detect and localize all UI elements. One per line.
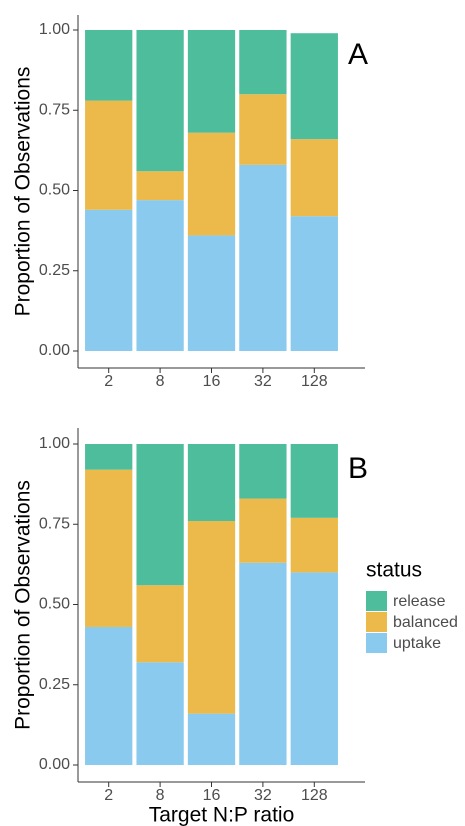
bar-segment (187, 713, 236, 765)
bar-segment (290, 139, 338, 217)
bar-segment (85, 469, 133, 627)
y-tick-label: 0.25 (39, 676, 70, 693)
x-tick-label: 128 (301, 373, 328, 390)
legend-title: status (366, 559, 422, 582)
bar-segment (239, 94, 287, 165)
bar-segment (85, 30, 133, 101)
bar-segment (290, 33, 338, 140)
bar-segment (239, 562, 287, 765)
bar-segment (239, 498, 287, 563)
bar-segment (239, 444, 287, 499)
bar-segment (187, 235, 236, 351)
x-tick-label: 32 (254, 373, 272, 390)
x-tick-label: 32 (254, 787, 272, 804)
bar-segment (290, 517, 338, 573)
bar-segment (136, 444, 184, 586)
bar-segment (85, 444, 133, 470)
bar-segment (136, 200, 184, 351)
y-tick-label: 0.00 (39, 342, 70, 359)
bar-segment (290, 572, 338, 765)
legend-label: release (393, 593, 446, 610)
panel-label: A (348, 38, 368, 71)
y-tick-label: 0.25 (39, 262, 70, 279)
bar-segment (239, 30, 287, 95)
legend-swatch (366, 633, 387, 653)
bar-segment (290, 444, 338, 518)
x-tick-label: 8 (156, 787, 165, 804)
bar-segment (85, 209, 133, 351)
legend-label: balanced (393, 614, 458, 631)
bar-segment (187, 444, 236, 522)
bar-segment (85, 626, 133, 765)
y-tick-label: 0.75 (39, 515, 70, 532)
legend-swatch (366, 591, 387, 611)
bar-segment (187, 132, 236, 236)
y-tick-label: 0.00 (39, 756, 70, 773)
y-axis-title: Proportion of Observations (12, 480, 35, 730)
bar-segment (290, 216, 338, 351)
bar-segment (239, 164, 287, 351)
x-tick-label: 16 (203, 787, 221, 804)
x-tick-label: 16 (203, 373, 221, 390)
bar-segment (136, 585, 184, 663)
y-tick-label: 1.00 (39, 21, 70, 38)
bar-segment (187, 521, 236, 714)
x-tick-label: 128 (301, 787, 328, 804)
bar-segment (136, 30, 184, 172)
panel-label: B (348, 452, 368, 485)
x-tick-label: 2 (104, 787, 113, 804)
bar-segment (136, 662, 184, 765)
y-tick-label: 0.50 (39, 182, 70, 199)
y-tick-label: 0.75 (39, 101, 70, 118)
legend-swatch (366, 612, 387, 632)
x-tick-label: 8 (156, 373, 165, 390)
legend-label: uptake (393, 635, 441, 652)
y-tick-label: 0.50 (39, 596, 70, 613)
bar-segment (85, 100, 133, 210)
x-tick-label: 2 (104, 373, 113, 390)
y-axis-title: Proportion of Observations (12, 67, 35, 317)
bar-segment (136, 171, 184, 201)
y-tick-label: 1.00 (39, 435, 70, 452)
x-axis-title: Target N:P ratio (149, 804, 295, 826)
bar-segment (187, 30, 236, 133)
